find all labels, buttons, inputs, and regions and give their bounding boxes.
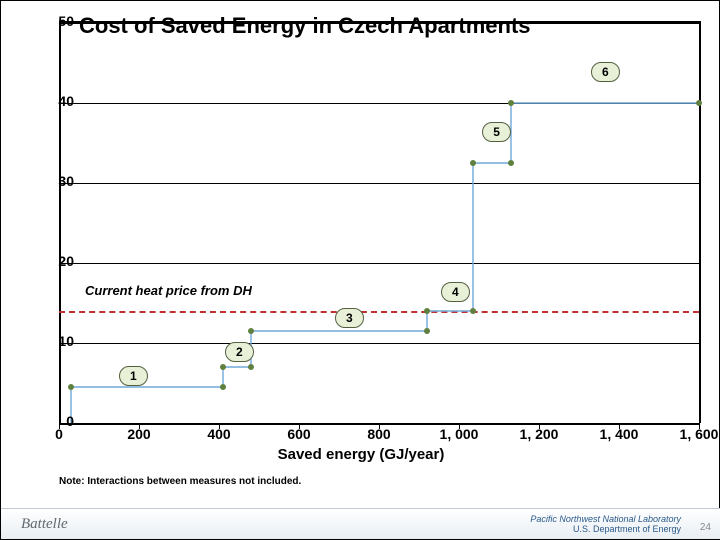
x-tick-label: 1, 600 bbox=[680, 426, 719, 442]
y-tick-label: 20 bbox=[34, 253, 74, 269]
step-plot bbox=[59, 23, 699, 423]
x-tick-label: 1, 000 bbox=[440, 426, 479, 442]
data-point bbox=[470, 308, 476, 314]
data-point bbox=[424, 308, 430, 314]
footnote: Note: Interactions between measures not … bbox=[59, 476, 301, 487]
chart-plot-area: Current heat price from DH123456 bbox=[59, 21, 701, 423]
footer-bar: Battelle Pacific Northwest National Labo… bbox=[1, 508, 720, 539]
y-tick-label: 30 bbox=[34, 173, 74, 189]
x-tick-label: 600 bbox=[287, 426, 310, 442]
data-point bbox=[220, 384, 226, 390]
y-tick-label: 40 bbox=[34, 93, 74, 109]
x-tick-label: 200 bbox=[127, 426, 150, 442]
x-tick-label: 0 bbox=[55, 426, 63, 442]
data-point bbox=[508, 100, 514, 106]
callout-3: 3 bbox=[335, 308, 364, 328]
callout-2: 2 bbox=[225, 342, 254, 362]
data-point bbox=[248, 364, 254, 370]
data-point bbox=[696, 100, 702, 106]
x-tick-label: 1, 200 bbox=[520, 426, 559, 442]
footer-dept-name: U.S. Department of Energy bbox=[530, 525, 681, 535]
callout-4: 4 bbox=[441, 282, 470, 302]
data-point bbox=[470, 160, 476, 166]
y-tick-label: 0 bbox=[34, 413, 74, 429]
data-point bbox=[220, 364, 226, 370]
callout-6: 6 bbox=[591, 62, 620, 82]
callout-1: 1 bbox=[119, 366, 148, 386]
data-point bbox=[68, 384, 74, 390]
data-point bbox=[424, 328, 430, 334]
footer-logo-left: Battelle bbox=[21, 516, 68, 533]
footer-logo-right: Pacific Northwest National Laboratory U.… bbox=[530, 515, 681, 535]
data-point bbox=[248, 328, 254, 334]
x-tick-label: 800 bbox=[367, 426, 390, 442]
data-point bbox=[508, 160, 514, 166]
y-tick-label: 50 bbox=[34, 13, 74, 29]
x-axis-label: Saved energy (GJ/year) bbox=[1, 446, 720, 463]
page-number: 24 bbox=[700, 522, 711, 533]
y-tick-label: 10 bbox=[34, 333, 74, 349]
x-tick-label: 1, 400 bbox=[600, 426, 639, 442]
callout-5: 5 bbox=[482, 122, 511, 142]
x-tick-label: 400 bbox=[207, 426, 230, 442]
